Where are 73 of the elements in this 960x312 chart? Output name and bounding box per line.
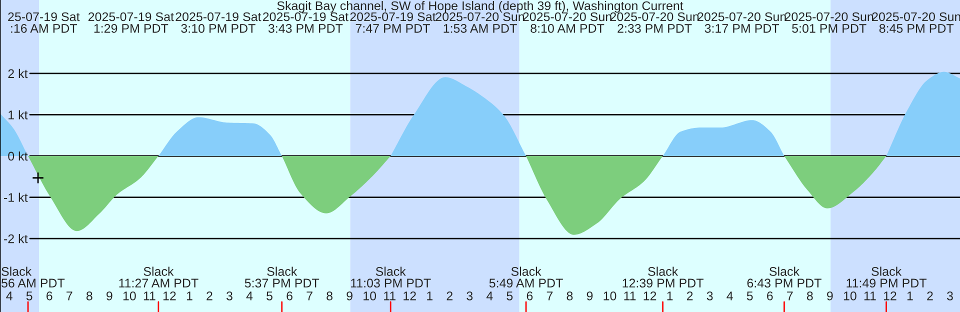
x-tick-label: 4 <box>726 292 733 300</box>
x-tick-label: 6 <box>46 291 52 300</box>
x-tick-label: 8 <box>86 291 92 300</box>
annotation: 2025-07-19 Sat 3:10 PM PDT <box>176 12 262 33</box>
x-tick-label: 5 <box>266 292 272 300</box>
x-tick-label: 7 <box>546 292 553 300</box>
x-tick-label: 4 <box>6 292 12 300</box>
x-tick-label: 1 <box>907 292 913 300</box>
x-tick-label: 2 <box>686 291 693 300</box>
x-tick-label: 5 <box>26 292 32 300</box>
annotation: Slack 11:03 PM PDT <box>351 266 431 288</box>
x-tick-label: 8 <box>806 291 813 300</box>
x-tick-label: 1 <box>667 292 673 300</box>
x-tick-label: 11 <box>144 292 156 300</box>
chart-title: Skagit Bay channel, SW of Hope Island (depth 39 ft), Washington Current <box>277 1 684 13</box>
x-tick-label: 12 <box>163 291 176 300</box>
annotation: 2025-07-20 Sun 1:53 AM PDT <box>436 12 524 33</box>
x-tick-label: 6 <box>286 291 292 300</box>
x-tick-label: 3 <box>226 291 232 300</box>
annotation: 2025-07-19 Sat 1:29 PM PDT <box>88 12 174 33</box>
x-tick-label: 2 <box>927 291 933 300</box>
x-tick-label: 3 <box>706 291 713 300</box>
annotation: Slack 12:39 PM PDT <box>622 266 704 288</box>
x-tick-label: 6 <box>767 291 773 300</box>
x-tick-label: 9 <box>827 291 833 300</box>
annotation: Slack 5:37 PM PDT <box>244 266 320 288</box>
x-tick-label: 2 <box>206 291 212 300</box>
y-tick-label: 0 kt <box>8 151 28 161</box>
x-tick-label: 3 <box>466 291 473 300</box>
x-tick-label: 11 <box>864 292 876 300</box>
annotation: 2025-07-20 Sun 3:17 PM PDT <box>698 12 786 33</box>
y-tick-label: -1 kt <box>4 192 28 202</box>
x-tick-label: 12 <box>644 291 656 300</box>
x-tick-label: 9 <box>586 291 593 300</box>
annotation: 2025-07-20 Sun 8:10 AM PDT <box>523 12 612 33</box>
x-tick-label: 11 <box>384 292 396 300</box>
x-tick-label: 7 <box>306 292 312 300</box>
annotation: Slack 56 AM PDT <box>2 266 65 288</box>
x-tick-label: 7 <box>787 292 793 300</box>
x-tick-label: 2 <box>446 291 452 300</box>
annotation: 2025-07-20 Sun 8:45 PM PDT <box>872 12 960 33</box>
annotation: 2025-07-19 Sat 7:47 PM PDT <box>350 12 436 33</box>
x-tick-label: 10 <box>364 291 376 300</box>
y-tick-label: 2 kt <box>8 68 28 78</box>
annotation: 25-07-19 Sat :16 AM PDT <box>8 12 80 33</box>
x-tick-label: 5 <box>746 292 753 300</box>
x-tick-label: 7 <box>66 292 72 300</box>
x-tick-label: 5 <box>506 292 513 300</box>
annotation: Slack 11:49 PM PDT <box>846 266 927 288</box>
annotation: 2025-07-19 Sat 3:43 PM PDT <box>263 12 348 33</box>
x-tick-label: 10 <box>123 291 136 300</box>
annotation: Slack 11:27 AM PDT <box>119 266 198 288</box>
annotation: 2025-07-20 Sun 2:33 PM PDT <box>610 12 699 33</box>
x-tick-label: 10 <box>604 291 616 300</box>
x-tick-label: 1 <box>186 292 192 300</box>
x-tick-label: 12 <box>884 291 896 300</box>
x-tick-label: 8 <box>326 291 332 300</box>
x-tick-label: 12 <box>404 291 416 300</box>
y-tick-label: -2 kt <box>4 234 28 244</box>
annotation: 2025-07-20 Sun 5:01 PM PDT <box>784 12 874 33</box>
annotation: Slack 6:43 PM PDT <box>747 266 822 288</box>
x-tick-label: 9 <box>106 291 112 300</box>
x-tick-label: 3 <box>946 291 953 300</box>
x-tick-label: 10 <box>844 291 856 300</box>
x-tick-label: 8 <box>566 291 573 300</box>
y-tick-label: 1 kt <box>8 110 28 120</box>
x-tick-label: 9 <box>346 291 352 300</box>
annotation: Slack 5:49 AM PDT <box>489 266 563 288</box>
x-tick-label: 11 <box>624 292 636 300</box>
x-tick-label: 4 <box>486 292 493 300</box>
x-tick-label: 1 <box>427 292 432 300</box>
x-tick-label: 6 <box>526 291 533 300</box>
x-tick-label: 4 <box>246 292 253 300</box>
